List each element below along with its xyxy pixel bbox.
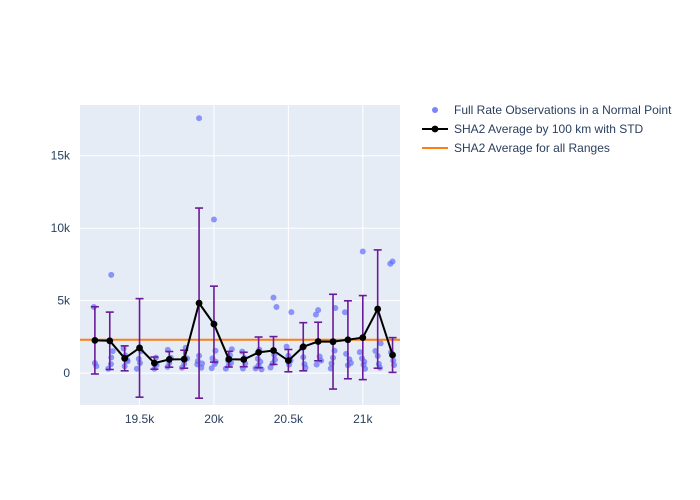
binned-marker (374, 306, 381, 313)
scatter-point (110, 348, 116, 354)
scatter-point (273, 304, 279, 310)
scatter-point (108, 361, 114, 367)
binned-marker (121, 355, 128, 362)
binned-marker (211, 321, 218, 328)
scatter-point (357, 349, 363, 355)
scatter-point (108, 272, 114, 278)
binned-marker (91, 337, 98, 344)
binned-marker (225, 356, 232, 363)
legend-label: SHA2 Average for all Ranges (454, 141, 610, 155)
chart-container: 19.5k 20k 20.5k 21k 0 5k 10k 15k Full Rate Obser… (0, 0, 700, 500)
legend-item[interactable]: SHA2 Average by 100 km with STD (422, 122, 644, 136)
legend-item[interactable]: Full Rate Observations in a Normal Point (432, 103, 672, 117)
binned-marker (330, 338, 337, 345)
binned-marker (285, 357, 292, 364)
binned-marker (166, 356, 173, 363)
x-tick-label: 19.5k (125, 412, 155, 426)
scatter-point (270, 295, 276, 301)
scatter-point (196, 115, 202, 121)
scatter-point (360, 249, 366, 255)
binned-marker (315, 338, 322, 345)
x-tick-label: 20.5k (274, 412, 304, 426)
scatter-point (387, 261, 393, 267)
chart-svg: 19.5k 20k 20.5k 21k 0 5k 10k 15k Full Rate Obser… (0, 0, 700, 500)
binned-marker (270, 347, 277, 354)
legend-label: Full Rate Observations in a Normal Point (454, 103, 672, 117)
binned-marker (300, 343, 307, 350)
binned-marker (181, 356, 188, 363)
legend-scatter-icon (432, 107, 438, 113)
y-tick-label: 15k (51, 149, 71, 163)
binned-marker (151, 360, 158, 367)
binned-marker (240, 356, 247, 363)
scatter-point (378, 340, 384, 346)
binned-marker (389, 352, 396, 359)
legend-label: SHA2 Average by 100 km with STD (454, 122, 644, 136)
y-tick-label: 10k (51, 221, 71, 235)
binned-marker (255, 349, 262, 356)
scatter-point (288, 309, 294, 315)
binned-marker (106, 337, 113, 344)
scatter-point (211, 216, 217, 222)
scatter-point (313, 312, 319, 318)
scatter-point (268, 364, 274, 370)
binned-marker (345, 336, 352, 343)
scatter-point (209, 365, 215, 371)
scatter-point (342, 309, 348, 315)
binned-marker (136, 344, 143, 351)
y-tick-label: 0 (63, 366, 70, 380)
x-tick-label: 20k (204, 412, 224, 426)
binned-marker (196, 300, 203, 307)
scatter-point (348, 360, 354, 366)
x-tick-label: 21k (353, 412, 373, 426)
binned-marker (359, 334, 366, 341)
y-tick-label: 5k (57, 294, 71, 308)
scatter-point (199, 361, 205, 367)
